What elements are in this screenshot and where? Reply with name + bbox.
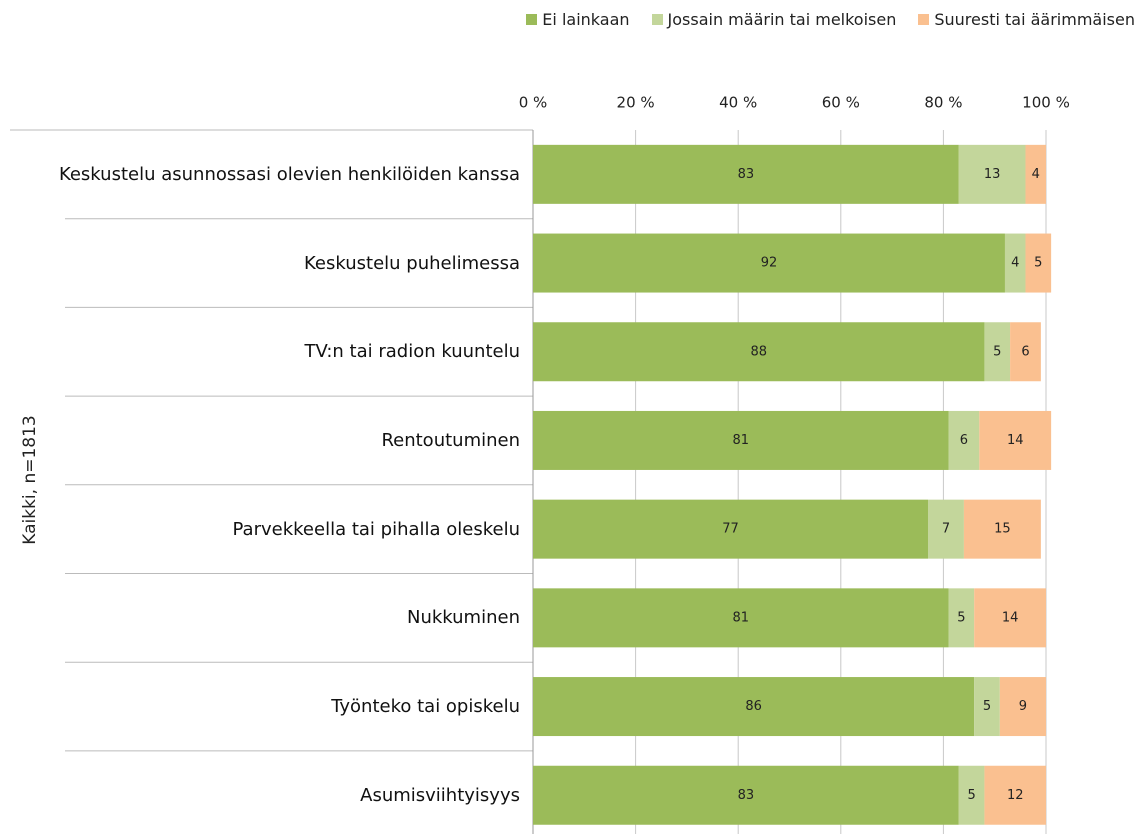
bar-segment bbox=[533, 677, 975, 737]
category-label: Keskustelu puhelimessa bbox=[304, 252, 520, 274]
bar-segment bbox=[533, 233, 1005, 293]
x-tick-label: 80 % bbox=[924, 94, 962, 112]
legend-swatch bbox=[651, 14, 663, 25]
bar-segment bbox=[979, 410, 1052, 470]
bar-segment bbox=[948, 588, 975, 648]
category-label: Rentoutuminen bbox=[381, 429, 520, 451]
bar-segment bbox=[533, 322, 985, 382]
category-label-box: TV:n tai radion kuuntelu bbox=[40, 307, 520, 396]
value-label: 81 bbox=[732, 433, 749, 448]
value-label: 12 bbox=[1007, 788, 1024, 803]
bar-segment bbox=[533, 144, 959, 204]
y-axis-title: Kaikki, n=1813 bbox=[20, 415, 40, 545]
x-tick-label: 0 % bbox=[519, 94, 548, 112]
value-label: 7 bbox=[942, 522, 950, 537]
bar-segment bbox=[533, 499, 929, 559]
value-label: 81 bbox=[732, 610, 749, 625]
x-tick-label: 20 % bbox=[617, 94, 655, 112]
value-label: 5 bbox=[993, 344, 1001, 359]
value-label: 4 bbox=[1032, 167, 1040, 182]
legend-label: Suuresti tai äärimmäisen bbox=[934, 10, 1135, 29]
legend-label: Jossain määrin tai melkoisen bbox=[667, 10, 897, 29]
category-label: Nukkuminen bbox=[406, 607, 520, 629]
value-label: 9 bbox=[1019, 699, 1027, 714]
category-label-box: Keskustelu asunnossasi olevien henkilöid… bbox=[40, 130, 520, 219]
value-label: 83 bbox=[738, 167, 755, 182]
legend: Ei lainkaan Jossain määrin tai melkoisen S… bbox=[526, 10, 1135, 29]
category-label: Asumisviihtyisyys bbox=[360, 784, 520, 806]
value-label: 4 bbox=[1011, 256, 1019, 271]
legend-swatch bbox=[918, 14, 930, 25]
value-label: 86 bbox=[745, 699, 762, 714]
bar-segment bbox=[948, 410, 980, 470]
bar-segment bbox=[984, 765, 1046, 825]
value-label: 83 bbox=[738, 788, 755, 803]
category-label-box: Parvekkeella tai pihalla oleskelu bbox=[40, 485, 520, 574]
bar-segment bbox=[533, 410, 949, 470]
bar-segment bbox=[974, 588, 1046, 648]
x-tick-label: 60 % bbox=[822, 94, 860, 112]
value-label: 5 bbox=[1034, 256, 1042, 271]
value-label: 88 bbox=[750, 344, 767, 359]
value-label: 5 bbox=[983, 699, 991, 714]
bar-segment bbox=[1025, 144, 1046, 204]
bar-segment bbox=[958, 144, 1026, 204]
category-label-box: Asumisviihtyisyys bbox=[40, 751, 520, 840]
value-label: 6 bbox=[960, 433, 968, 448]
value-label: 5 bbox=[967, 788, 975, 803]
bar-segment bbox=[984, 322, 1011, 382]
category-label-box: Työnteko tai opiskelu bbox=[40, 662, 520, 751]
x-tick-label: 40 % bbox=[719, 94, 757, 112]
bar-segment bbox=[1010, 322, 1041, 382]
category-label: Työnteko tai opiskelu bbox=[331, 696, 520, 718]
value-label: 6 bbox=[1021, 344, 1029, 359]
legend-item: Ei lainkaan bbox=[526, 10, 630, 29]
category-label: Keskustelu asunnossasi olevien henkilöid… bbox=[58, 163, 520, 185]
x-tick-label: 100 % bbox=[1022, 94, 1070, 112]
value-label: 92 bbox=[761, 256, 778, 271]
category-label-box: Keskustelu puhelimessa bbox=[40, 219, 520, 308]
value-label: 13 bbox=[984, 167, 1001, 182]
category-label: TV:n tai radion kuuntelu bbox=[304, 341, 520, 363]
bar-segment bbox=[963, 499, 1041, 559]
legend-label: Ei lainkaan bbox=[542, 10, 630, 29]
bar-segment bbox=[958, 765, 985, 825]
legend-swatch bbox=[526, 14, 538, 25]
category-label-box: Rentoutuminen bbox=[40, 396, 520, 485]
bar-segment bbox=[928, 499, 964, 559]
value-label: 77 bbox=[722, 522, 739, 537]
bar-segment bbox=[1004, 233, 1026, 293]
category-label: Parvekkeella tai pihalla oleskelu bbox=[232, 518, 520, 540]
bar-segment bbox=[1025, 233, 1052, 293]
bar-segment bbox=[999, 677, 1046, 737]
legend-item: Suuresti tai äärimmäisen bbox=[918, 10, 1135, 29]
value-label: 14 bbox=[1002, 610, 1019, 625]
legend-item: Jossain määrin tai melkoisen bbox=[651, 10, 897, 29]
category-label-box: Nukkuminen bbox=[40, 574, 520, 663]
bar-segment bbox=[533, 765, 959, 825]
value-label: 14 bbox=[1007, 433, 1024, 448]
value-label: 15 bbox=[994, 522, 1011, 537]
bar-segment bbox=[974, 677, 1000, 737]
bar-segment bbox=[533, 588, 949, 648]
value-label: 5 bbox=[957, 610, 965, 625]
